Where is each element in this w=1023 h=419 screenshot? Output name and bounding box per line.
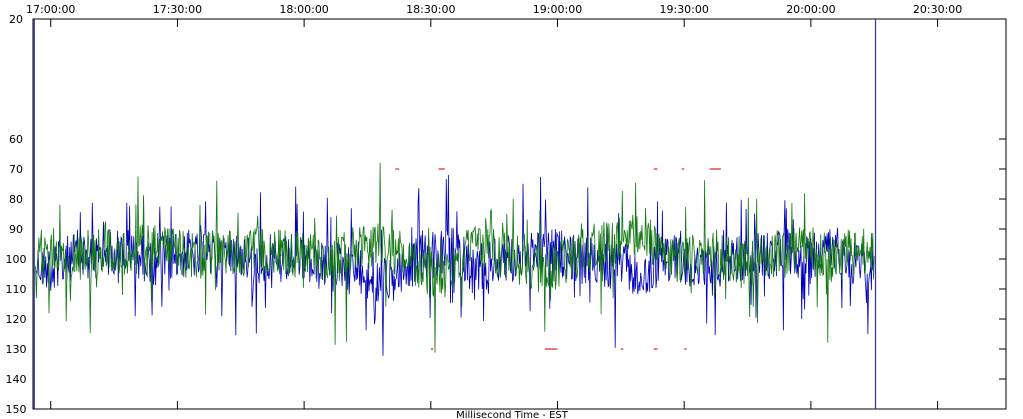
x-tick-label: 17:30:00 [153,3,202,16]
y-axis-ticks: 20 60 70 80 90 100 110 120 130 140 150 [6,13,1006,416]
y-tick-label: 20 [9,13,23,26]
x-tick-label: 20:00:00 [786,3,835,16]
y-tick-label: 150 [6,403,27,416]
y-tick-label: 130 [6,343,27,356]
x-axis-label: Millisecond Time - EST [456,410,569,419]
x-tick-label: 18:00:00 [279,3,328,16]
x-tick-label: 20:30:00 [913,3,962,16]
y-tick-label: 100 [6,253,27,266]
plot-area-frame [32,18,1007,410]
y-tick-label: 70 [9,163,23,176]
series-green-line [35,162,875,353]
y-tick-label: 120 [6,313,27,326]
y-tick-label: 90 [9,223,23,236]
y-tick-label: 140 [6,373,27,386]
x-axis-ticks: 17:00:00 17:30:00 18:00:00 18:30:00 19:00:00… [26,3,962,409]
y-tick-label: 60 [9,133,23,146]
x-tick-label: 17:00:00 [26,3,75,16]
x-tick-label: 19:00:00 [533,3,582,16]
vertical-markers [33,19,877,409]
series-lines [35,162,875,356]
x-tick-label: 19:30:00 [659,3,708,16]
y-tick-label: 110 [6,283,27,296]
red-reference-segments [395,168,721,350]
y-tick-label: 80 [9,193,23,206]
series-blue-line [35,174,875,356]
axes-frame [32,18,1007,410]
x-tick-label: 18:30:00 [406,3,455,16]
